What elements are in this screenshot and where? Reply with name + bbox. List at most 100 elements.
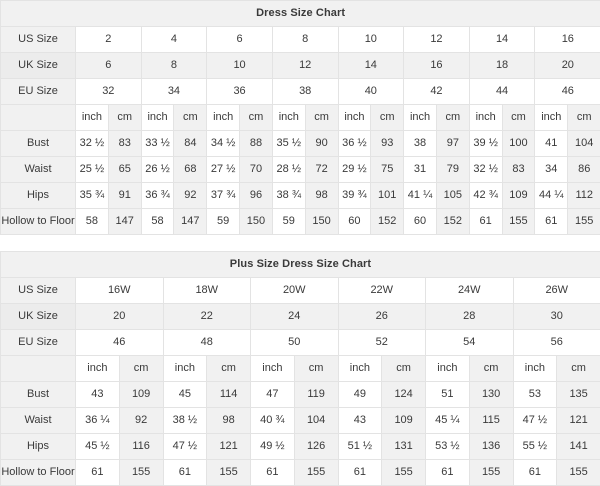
- measure-value-inch: 36 ¼: [76, 408, 120, 434]
- measure-value-inch: 45: [163, 382, 207, 408]
- row-label: Waist: [1, 157, 76, 183]
- unit-header-inch: inch: [338, 105, 371, 131]
- size-value-cell: 36: [207, 79, 273, 105]
- measure-value-cm: 155: [207, 460, 251, 486]
- measure-value-inch: 38: [404, 131, 437, 157]
- title-row: Plus Size Dress Size Chart: [1, 252, 600, 278]
- unit-header-inch: inch: [251, 356, 295, 382]
- measure-value-inch: 26 ½: [141, 157, 174, 183]
- measure-value-cm: 92: [119, 408, 163, 434]
- unit-header-inch: inch: [76, 356, 120, 382]
- unit-header-inch: inch: [163, 356, 207, 382]
- measure-value-cm: 101: [371, 183, 404, 209]
- measure-value-cm: 155: [294, 460, 338, 486]
- size-value-cell: 30: [513, 304, 600, 330]
- size-value-cell: 46: [76, 330, 164, 356]
- row-label: Waist: [1, 408, 76, 434]
- measure-value-inch: 27 ½: [207, 157, 240, 183]
- unit-header-inch: inch: [76, 105, 109, 131]
- row-label: Hollow to Floor: [1, 460, 76, 486]
- measure-value-inch: 45 ¼: [426, 408, 470, 434]
- unit-header-inch: inch: [404, 105, 437, 131]
- size-value-cell: 8: [141, 53, 207, 79]
- measure-value-inch: 37 ¾: [207, 183, 240, 209]
- measure-value-cm: 152: [371, 209, 404, 235]
- size-value-cell: 56: [513, 330, 600, 356]
- size-value-cell: 20: [535, 53, 600, 79]
- size-value-cell: 16: [404, 53, 470, 79]
- size-value-cell: 2: [76, 27, 142, 53]
- measure-value-inch: 58: [141, 209, 174, 235]
- measure-value-inch: 34 ½: [207, 131, 240, 157]
- measure-value-cm: 98: [305, 183, 338, 209]
- measure-value-cm: 121: [557, 408, 600, 434]
- measure-value-inch: 39 ¾: [338, 183, 371, 209]
- measure-value-cm: 88: [240, 131, 273, 157]
- size-value-cell: 42: [404, 79, 470, 105]
- unit-header-inch: inch: [513, 356, 557, 382]
- unit-header-inch: inch: [272, 105, 305, 131]
- unit-header-inch: inch: [469, 105, 502, 131]
- measure-value-cm: 155: [382, 460, 426, 486]
- size-value-cell: 28: [426, 304, 514, 330]
- size-value-cell: 50: [251, 330, 339, 356]
- measure-value-cm: 109: [382, 408, 426, 434]
- measure-value-inch: 61: [163, 460, 207, 486]
- unit-header-cm: cm: [382, 356, 426, 382]
- title-row: Dress Size Chart: [1, 1, 600, 27]
- measure-value-cm: 96: [240, 183, 273, 209]
- measure-value-cm: 86: [568, 157, 600, 183]
- measure-value-cm: 84: [174, 131, 207, 157]
- measure-value-inch: 59: [207, 209, 240, 235]
- measure-value-cm: 97: [436, 131, 469, 157]
- size-value-cell: 14: [469, 27, 535, 53]
- unit-header-cm: cm: [436, 105, 469, 131]
- measure-value-inch: 43: [76, 382, 120, 408]
- measure-value-inch: 33 ½: [141, 131, 174, 157]
- measure-value-inch: 58: [76, 209, 109, 235]
- unit-header-inch: inch: [141, 105, 174, 131]
- measure-value-inch: 61: [251, 460, 295, 486]
- measure-value-cm: 91: [108, 183, 141, 209]
- row-label: Hips: [1, 183, 76, 209]
- measure-value-inch: 31: [404, 157, 437, 183]
- measure-value-cm: 136: [469, 434, 513, 460]
- measure-value-cm: 155: [469, 460, 513, 486]
- measure-value-cm: 68: [174, 157, 207, 183]
- measure-value-cm: 114: [207, 382, 251, 408]
- measure-value-cm: 100: [502, 131, 535, 157]
- measure-value-cm: 92: [174, 183, 207, 209]
- row-label: EU Size: [1, 330, 76, 356]
- measure-value-cm: 75: [371, 157, 404, 183]
- measure-value-cm: 147: [108, 209, 141, 235]
- measure-value-cm: 109: [119, 382, 163, 408]
- measure-value-cm: 116: [119, 434, 163, 460]
- size-value-cell: 14: [338, 53, 404, 79]
- measure-value-cm: 79: [436, 157, 469, 183]
- measure-value-inch: 47 ½: [513, 408, 557, 434]
- unit-header-inch: inch: [535, 105, 568, 131]
- measure-value-cm: 109: [502, 183, 535, 209]
- measure-value-inch: 34: [535, 157, 568, 183]
- size-value-cell: 18: [469, 53, 535, 79]
- measure-value-cm: 112: [568, 183, 600, 209]
- measure-value-cm: 119: [294, 382, 338, 408]
- measure-value-cm: 83: [108, 131, 141, 157]
- measure-value-cm: 124: [382, 382, 426, 408]
- measure-value-inch: 60: [338, 209, 371, 235]
- size-value-cell: 6: [76, 53, 142, 79]
- row-label: US Size: [1, 278, 76, 304]
- unit-header-cm: cm: [240, 105, 273, 131]
- size-value-cell: 16: [535, 27, 600, 53]
